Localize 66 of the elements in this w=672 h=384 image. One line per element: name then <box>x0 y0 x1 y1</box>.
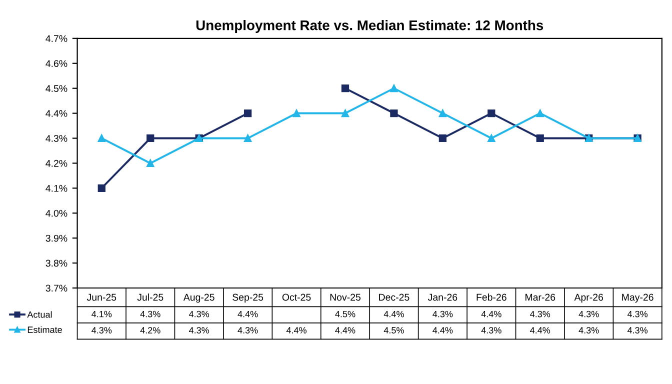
data-label: 4.3% <box>189 327 210 334</box>
x-tick-label: Oct-25 <box>282 294 311 301</box>
data-label: 4.5% <box>335 310 356 318</box>
data-label: 4.3% <box>92 327 112 334</box>
legend-label: Actual <box>27 311 52 318</box>
point <box>536 134 544 142</box>
point <box>98 184 106 192</box>
x-tick-label: Dec-25 <box>379 294 410 301</box>
x-tick-label: Jul-25 <box>137 294 164 301</box>
chart-title: Unemployment Rate vs. Median Estimate: 12 Months <box>196 20 544 33</box>
y-tick-label: 3.7% <box>46 284 68 292</box>
data-label: 4.3% <box>140 310 160 318</box>
data-label: 4.3% <box>238 327 258 334</box>
data-label: 4.3% <box>530 310 550 318</box>
y-tick-label: 4.1% <box>46 184 68 192</box>
x-tick-label: Sep-25 <box>232 294 264 303</box>
x-tick-label: Apr-26 <box>574 294 604 303</box>
y-tick-label: 4.5% <box>46 85 68 92</box>
point <box>488 109 496 118</box>
data-label: 4.3% <box>627 327 648 334</box>
data-label: 4.4% <box>335 327 356 334</box>
data-label: 4.4% <box>384 310 404 318</box>
data-label: 4.3% <box>432 310 453 318</box>
legend-label: Estimate <box>28 326 62 333</box>
data-label: 4.3% <box>189 310 210 318</box>
data-label: 4.4% <box>481 310 502 318</box>
point <box>390 84 398 92</box>
data-label: 4.1% <box>92 310 112 318</box>
data-label: 4.3% <box>578 310 599 318</box>
point <box>341 84 350 92</box>
point <box>488 134 496 142</box>
data-label: 4.3% <box>627 310 648 318</box>
data-label: 4.4% <box>530 327 550 334</box>
y-tick-label: 4.4% <box>46 110 68 117</box>
y-tick-label: 3.9% <box>46 234 68 242</box>
point <box>292 109 300 118</box>
point <box>438 134 446 142</box>
x-tick-label: Jan-26 <box>428 294 458 301</box>
x-tick-label: Aug-25 <box>183 294 214 303</box>
data-label: 4.4% <box>286 327 306 334</box>
x-tick-label: Feb-26 <box>476 294 506 301</box>
x-tick-label: Jun-25 <box>86 294 116 301</box>
point <box>146 134 154 142</box>
data-label: 4.3% <box>578 327 599 334</box>
data-label: 4.4% <box>238 310 258 318</box>
x-tick-label: Mar-26 <box>526 294 556 301</box>
y-tick-label: 3.8% <box>46 260 68 267</box>
point <box>98 134 106 142</box>
x-tick-label: May-26 <box>622 294 654 303</box>
point <box>146 159 154 168</box>
y-tick-label: 4.6% <box>46 60 68 67</box>
point <box>536 109 544 118</box>
data-label: 4.2% <box>140 327 160 334</box>
y-tick-label: 4.0% <box>46 210 68 217</box>
y-tick-label: 4.7% <box>46 35 68 42</box>
point <box>390 109 398 118</box>
point <box>244 134 252 142</box>
x-tick-label: Nov-25 <box>330 294 361 301</box>
point <box>438 109 446 118</box>
point <box>341 109 350 118</box>
data-label: 4.4% <box>432 327 453 334</box>
data-label: 4.5% <box>384 327 404 334</box>
point <box>244 109 252 118</box>
y-tick-label: 4.2% <box>46 160 68 167</box>
data-label: 4.3% <box>481 327 502 334</box>
y-tick-label: 4.3% <box>46 134 68 142</box>
